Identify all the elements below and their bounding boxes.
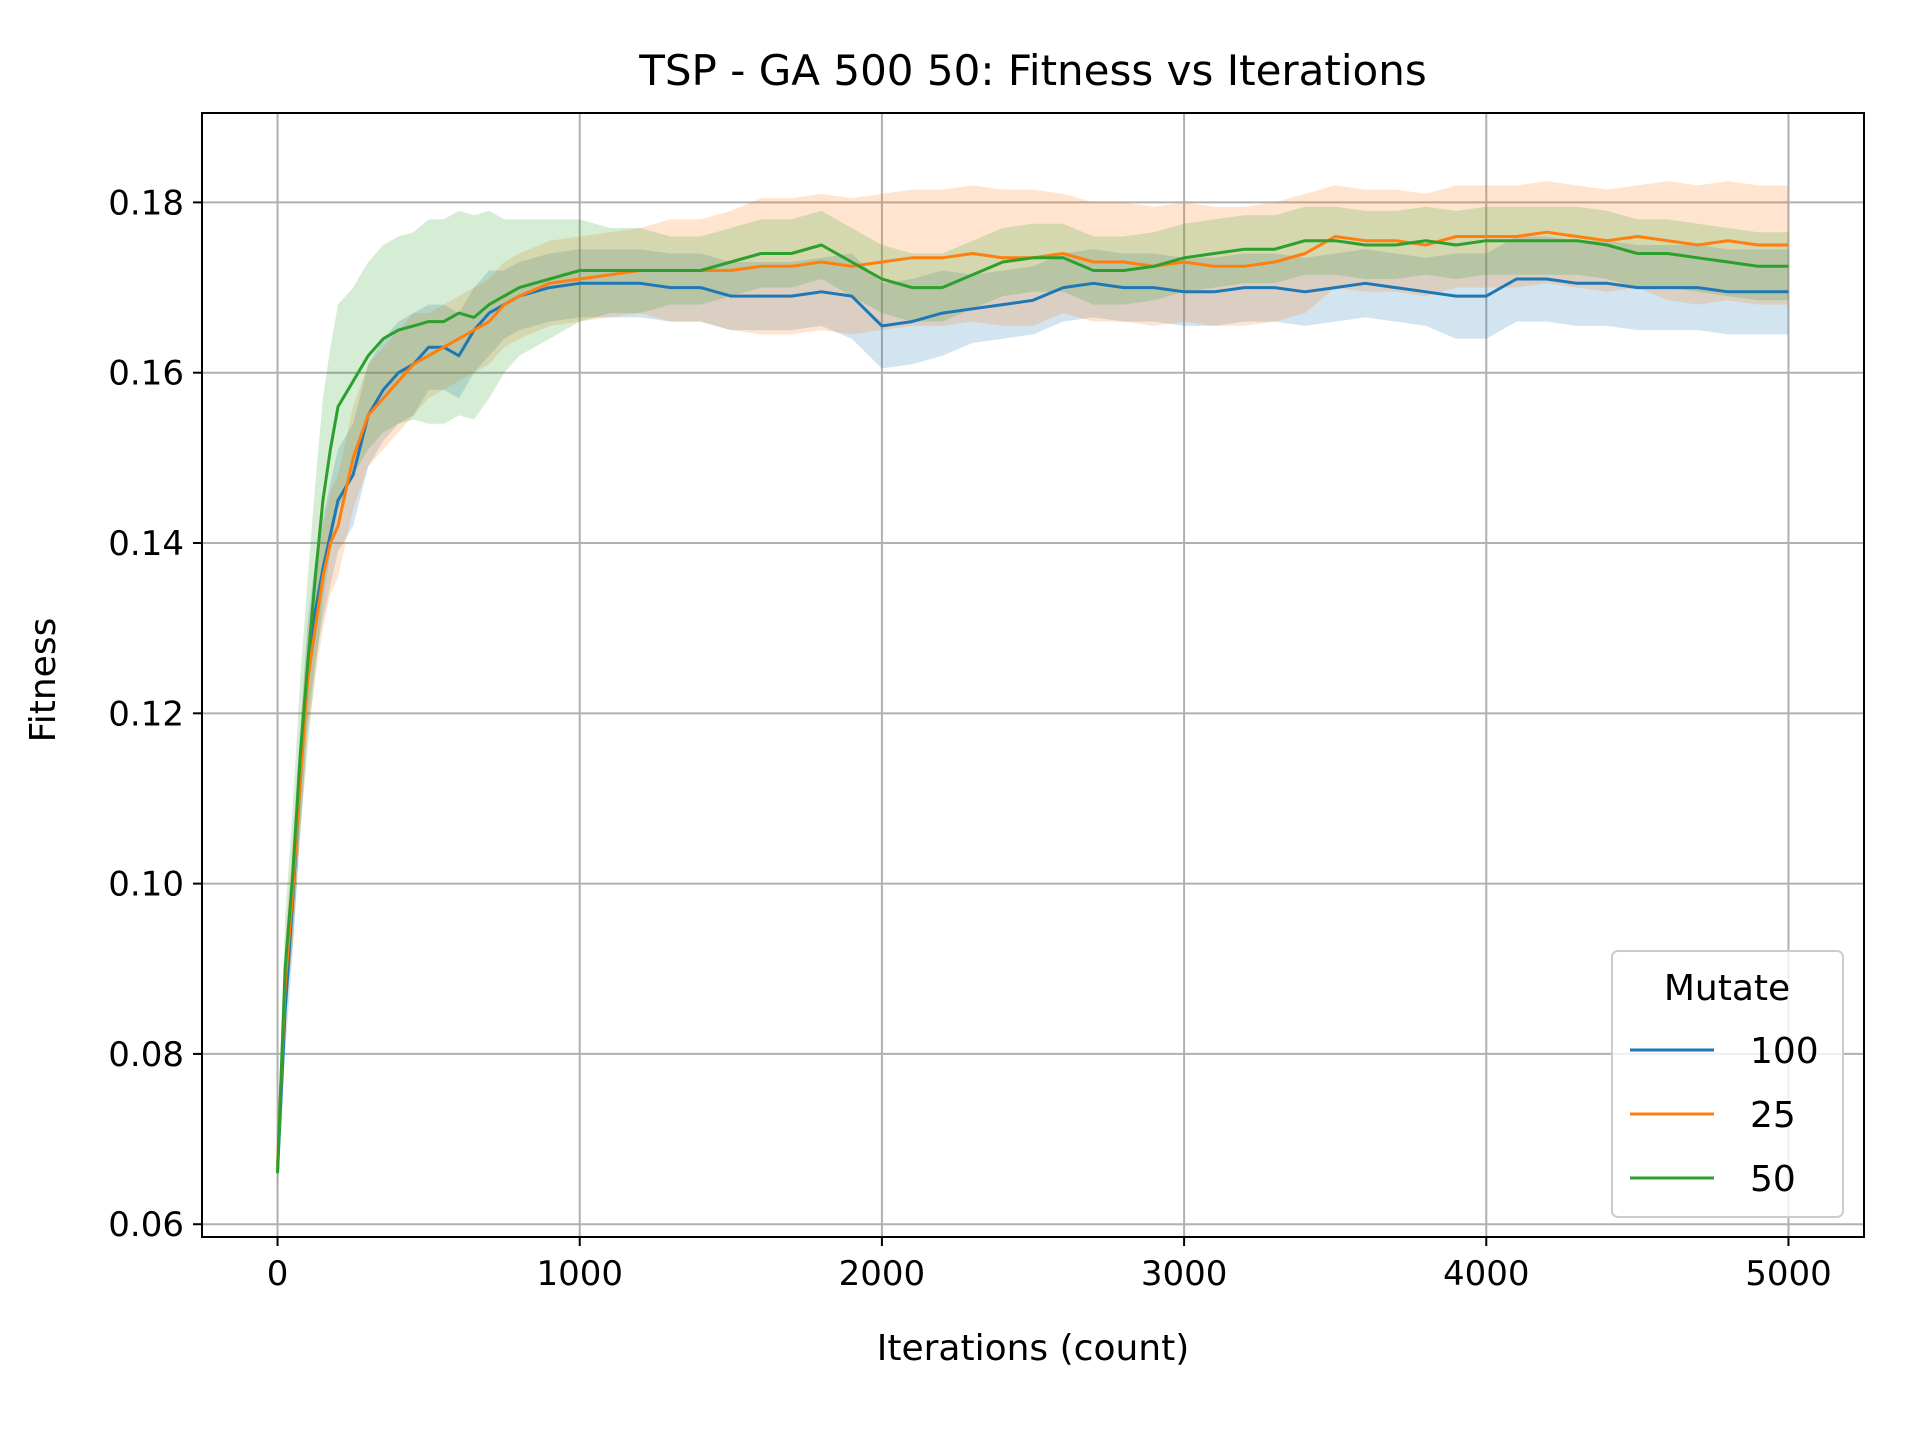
x-tick-label: 5000: [1745, 1254, 1832, 1294]
y-tick-label: 0.14: [108, 524, 184, 564]
series-line-50: [276, 239, 1789, 1174]
confidence-band-25: [277, 181, 1789, 1182]
legend-entries: 100 25 50: [1630, 1031, 1819, 1200]
confidence-band-50: [277, 206, 1789, 1191]
chart-title: TSP - GA 500 50: Fitness vs Iterations: [638, 46, 1427, 95]
plot-area-frame: [201, 112, 1865, 1238]
y-tick-label: 0.12: [108, 694, 184, 734]
x-tick-label: 2000: [839, 1254, 926, 1294]
y-tick-label: 0.16: [108, 354, 184, 394]
legend-label-50: 50: [1750, 1159, 1796, 1200]
series-lines: [276, 230, 1789, 1174]
x-tick-label: 0: [267, 1254, 289, 1294]
legend: Mutate 100 25 50: [1611, 950, 1844, 1218]
y-axis-label: Fitness: [23, 618, 64, 743]
x-tick-label: 4000: [1443, 1254, 1530, 1294]
legend-label-25: 25: [1750, 1095, 1796, 1136]
x-tick-label: 3000: [1141, 1254, 1228, 1294]
y-tick-label: 0.06: [108, 1205, 184, 1245]
y-tick-label: 0.08: [108, 1035, 184, 1075]
confidence-bands: [277, 181, 1789, 1191]
confidence-band-100: [277, 236, 1789, 1191]
x-axis-label: Iterations (count): [877, 1328, 1190, 1369]
series-line-100: [276, 277, 1789, 1174]
legend-label-100: 100: [1750, 1031, 1819, 1072]
axis-ticks: 0 1000 2000 3000 4000 5000 0.06 0.08 0.10 0.12 0.1…: [108, 183, 1831, 1294]
legend-title: Mutate: [1664, 968, 1790, 1009]
grid-lines: [202, 113, 1864, 1237]
legend-box: [1611, 950, 1844, 1218]
y-tick-label: 0.18: [108, 183, 184, 223]
y-tick-label: 0.10: [108, 865, 184, 905]
series-line-25: [276, 230, 1789, 1165]
x-tick-label: 1000: [536, 1254, 623, 1294]
